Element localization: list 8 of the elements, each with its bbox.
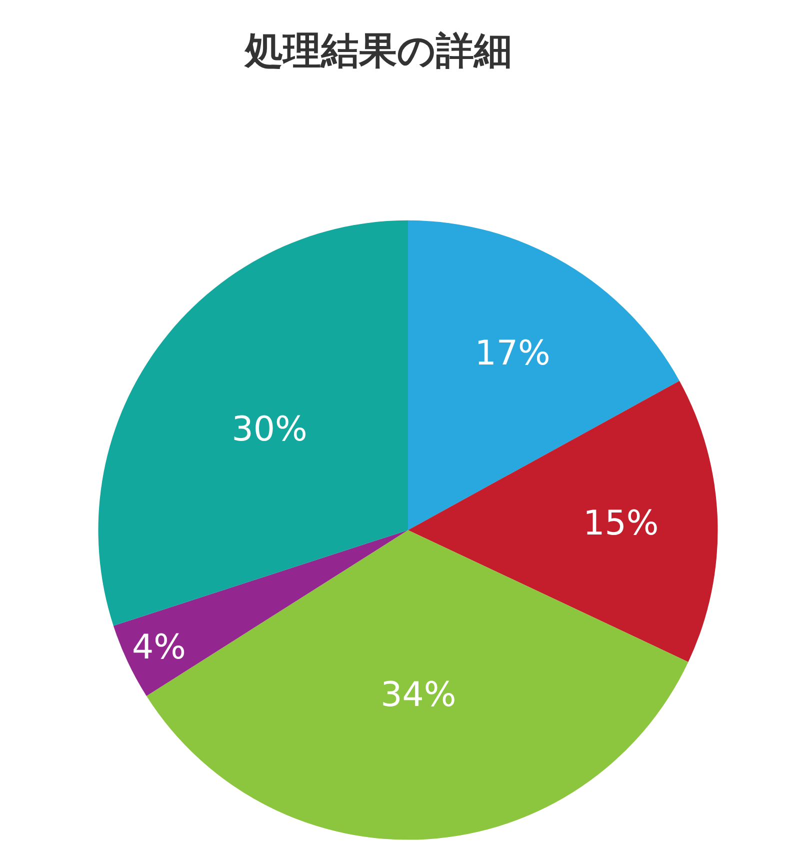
- chart-title: 処理結果の詳細: [244, 28, 512, 72]
- data-label: 17%: [474, 333, 550, 374]
- data-label: 15%: [583, 503, 659, 544]
- data-label: 30%: [232, 409, 308, 450]
- pie-slice: [408, 380, 718, 662]
- data-label: 4%: [132, 627, 186, 668]
- data-label: 34%: [380, 674, 456, 715]
- pie-slice: [98, 220, 408, 626]
